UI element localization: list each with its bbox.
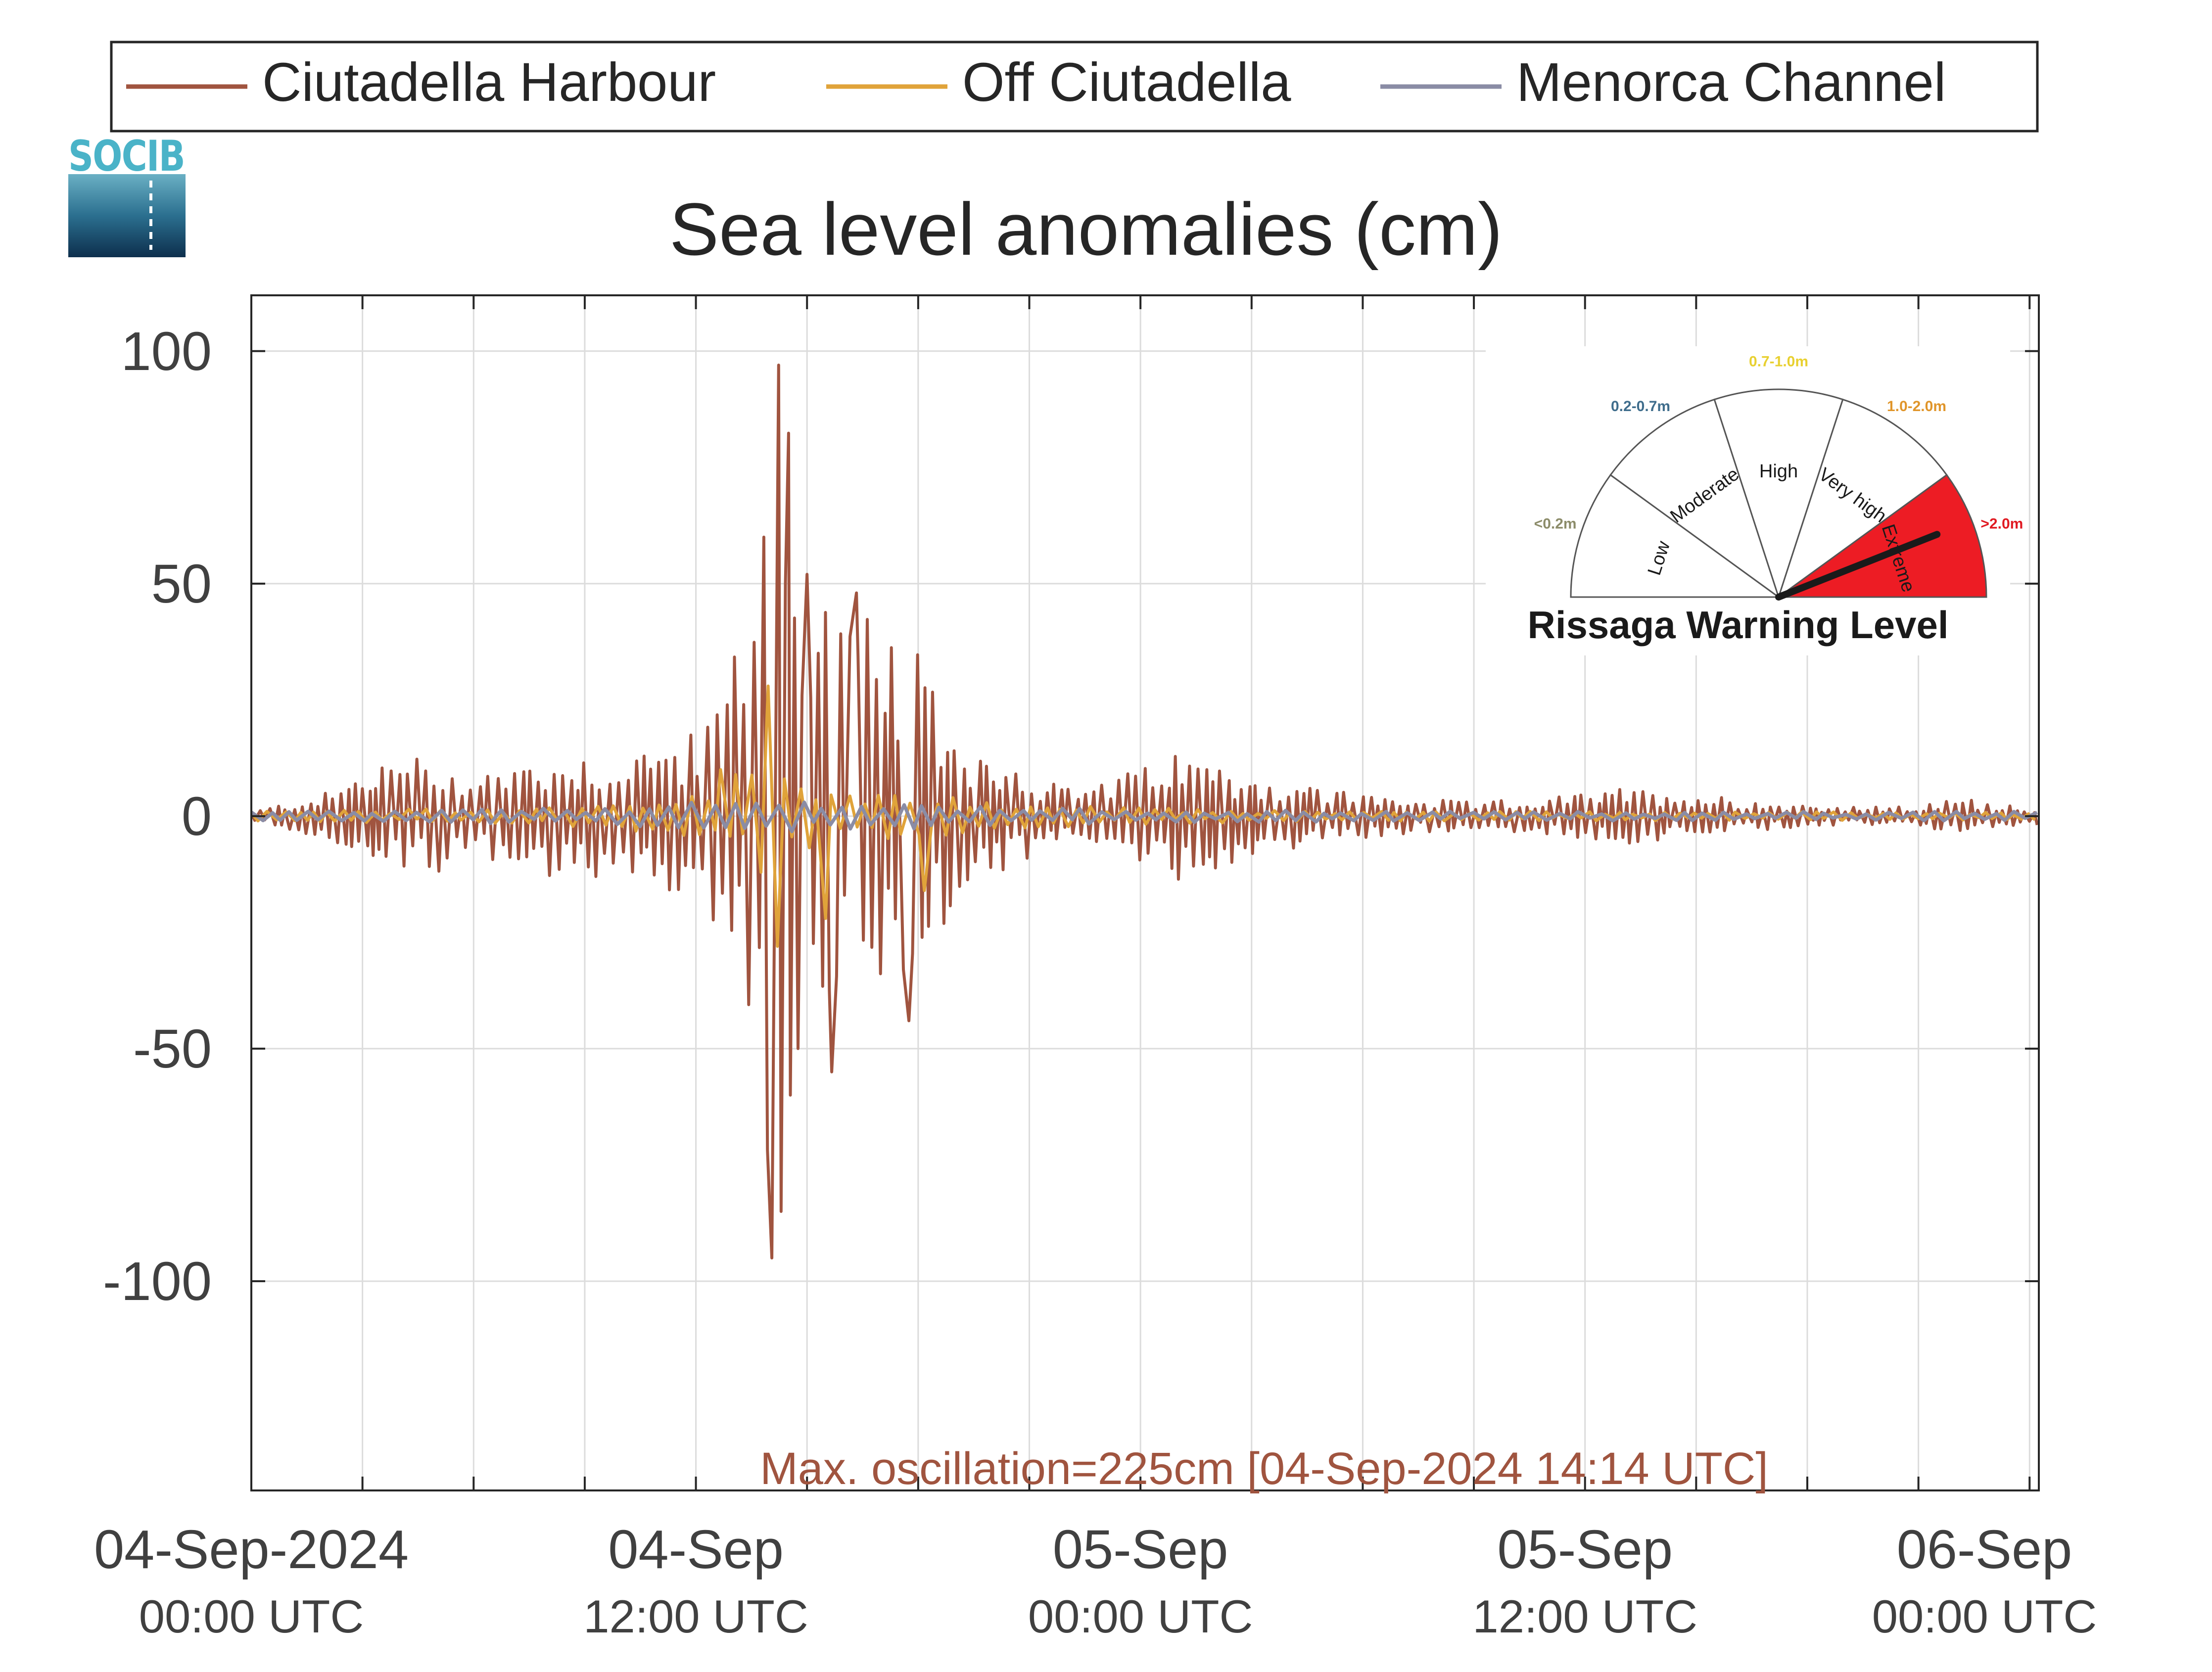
- legend-label-ciutadella-harbour: Ciutadella Harbour: [262, 52, 716, 113]
- x-tick-label-time: 00:00 UTC: [1872, 1590, 2097, 1642]
- plot-frame: [250, 294, 2040, 1491]
- gauge-sector-low: [1570, 474, 1781, 598]
- x-tick-label-time: 00:00 UTC: [1028, 1590, 1253, 1642]
- gauge-sector-high: [1713, 388, 1844, 600]
- legend-box: [110, 41, 2039, 133]
- series-line-menorca-channel: [251, 800, 2038, 834]
- y-tick-label: 100: [121, 321, 212, 382]
- x-tick-label-time: 12:00 UTC: [583, 1590, 808, 1642]
- gauge-range-label: <0.2m: [1534, 515, 1577, 532]
- legend-item-menorca-channel: Menorca Channel: [1380, 52, 1946, 113]
- series-layer: [251, 364, 2039, 1259]
- y-tick-label: 50: [151, 554, 212, 614]
- socib-logo-text: SOCIB: [68, 132, 185, 181]
- ticks: 100 50 0 -50 -100 04-Sep-2024 00:00 UTC 04-Sep 1…: [94, 295, 2097, 1642]
- gauge-sector-extreme: [1776, 474, 1987, 598]
- socib-logo-block: [68, 174, 186, 257]
- legend-label-off-ciutadella: Off Ciutadella: [962, 52, 1291, 113]
- legend-item-off-ciutadella: Off Ciutadella: [826, 52, 1291, 113]
- gauge-title: Rissaga Warning Level: [1527, 603, 1948, 647]
- x-tick-label-time: 00:00 UTC: [139, 1590, 364, 1642]
- gauge-sector-moderate: [1609, 398, 1780, 599]
- x-tick-label-date: 05-Sep: [1497, 1519, 1673, 1580]
- x-tick-label-time: 12:00 UTC: [1472, 1590, 1697, 1642]
- legend-item-ciutadella-harbour: Ciutadella Harbour: [126, 52, 716, 113]
- x-tick-label-date: 04-Sep: [608, 1519, 784, 1580]
- y-tick-label: -50: [133, 1019, 212, 1079]
- gauge-sector-very-high: [1777, 398, 1948, 599]
- rissaga-warning-gauge: Low<0.2m Moderate0.2-0.7mHigh0.7-1.0mVery…: [1486, 346, 2023, 655]
- max-oscillation-annotation: Max. oscillation=225cm [04-Sep-2024 14:1…: [760, 1443, 1768, 1494]
- gauge-needle: [1775, 531, 1941, 601]
- gauge-range-label: 0.7-1.0m: [1749, 353, 1808, 370]
- socib-logo: SOCIB: [68, 132, 186, 257]
- gauge-sector-label: High: [1759, 461, 1798, 482]
- y-tick-label: -100: [103, 1251, 212, 1312]
- chart-title: Sea level anomalies (cm): [669, 187, 1503, 271]
- x-tick-label-date: 05-Sep: [1053, 1519, 1228, 1580]
- gauge-range-label: >2.0m: [1980, 515, 2023, 532]
- gauge-sectors: Low<0.2m Moderate0.2-0.7mHigh0.7-1.0mVery…: [1534, 353, 2023, 600]
- gauge-range-label: 0.2-0.7m: [1611, 398, 1670, 415]
- gauge-range-label: 1.0-2.0m: [1887, 398, 1946, 415]
- y-tick-label: 0: [182, 786, 212, 847]
- x-tick-label-date: 06-Sep: [1897, 1519, 2072, 1580]
- series-line-off-ciutadella: [251, 684, 2036, 948]
- x-tick-label-date: 04-Sep-2024: [94, 1519, 409, 1580]
- legend-label-menorca-channel: Menorca Channel: [1516, 52, 1946, 113]
- legend: Ciutadella Harbour Off Ciutadella Menorc…: [110, 41, 2039, 133]
